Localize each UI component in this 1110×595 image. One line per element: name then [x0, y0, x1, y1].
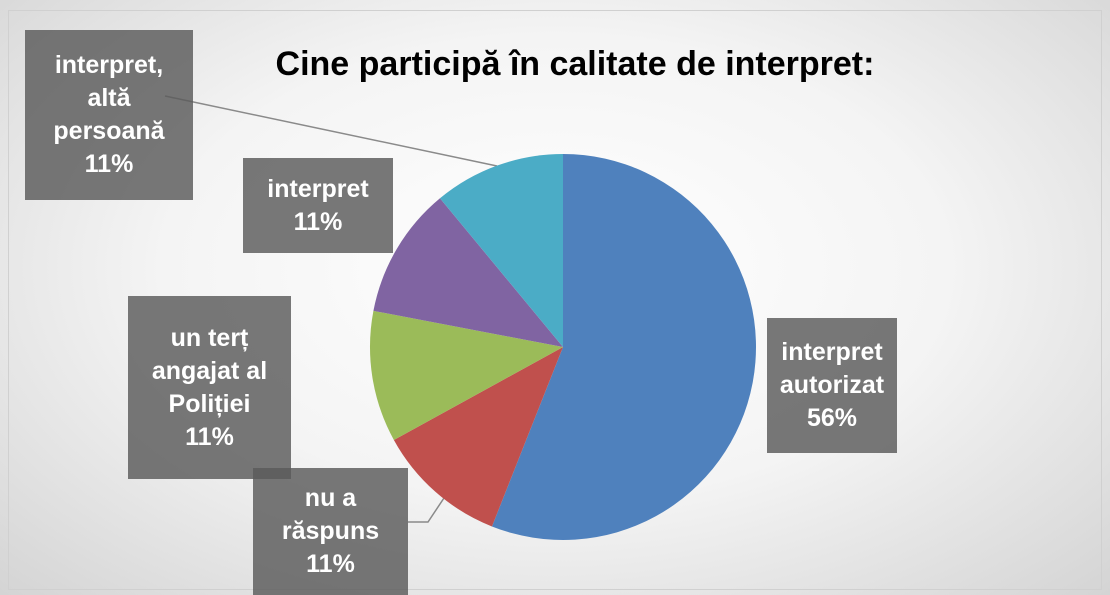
- category-label: interpret: [267, 174, 369, 203]
- data-label: interpret, altă persoană 11%: [25, 30, 193, 200]
- value-label: 11%: [84, 150, 134, 178]
- data-label: interpret autorizat 56%: [767, 318, 897, 453]
- category-label: un terț angajat al Poliției: [151, 323, 268, 418]
- data-label: nu a răspuns 11%: [253, 468, 408, 595]
- pie-slice: [393, 347, 563, 527]
- leader-line: [408, 488, 451, 523]
- category-label: nu a răspuns: [281, 484, 380, 545]
- data-label: interpret 11%: [243, 158, 393, 253]
- pie-slice: [439, 154, 563, 347]
- chart-title: Cine participă în calitate de interpret:: [275, 45, 875, 83]
- category-label: interpret autorizat: [779, 338, 885, 399]
- value-label: 56%: [806, 404, 858, 432]
- category-label: interpret, altă persoană: [53, 51, 165, 145]
- value-label: 11%: [185, 422, 234, 451]
- pie-slice: [491, 154, 756, 540]
- frame: [8, 10, 1102, 590]
- pie-slice: [373, 198, 563, 347]
- value-label: 11%: [293, 207, 343, 236]
- leader-line: [164, 95, 498, 167]
- data-label: un terț angajat al Poliției 11%: [128, 296, 291, 479]
- value-label: 11%: [306, 550, 355, 578]
- pie-slice: [370, 310, 563, 440]
